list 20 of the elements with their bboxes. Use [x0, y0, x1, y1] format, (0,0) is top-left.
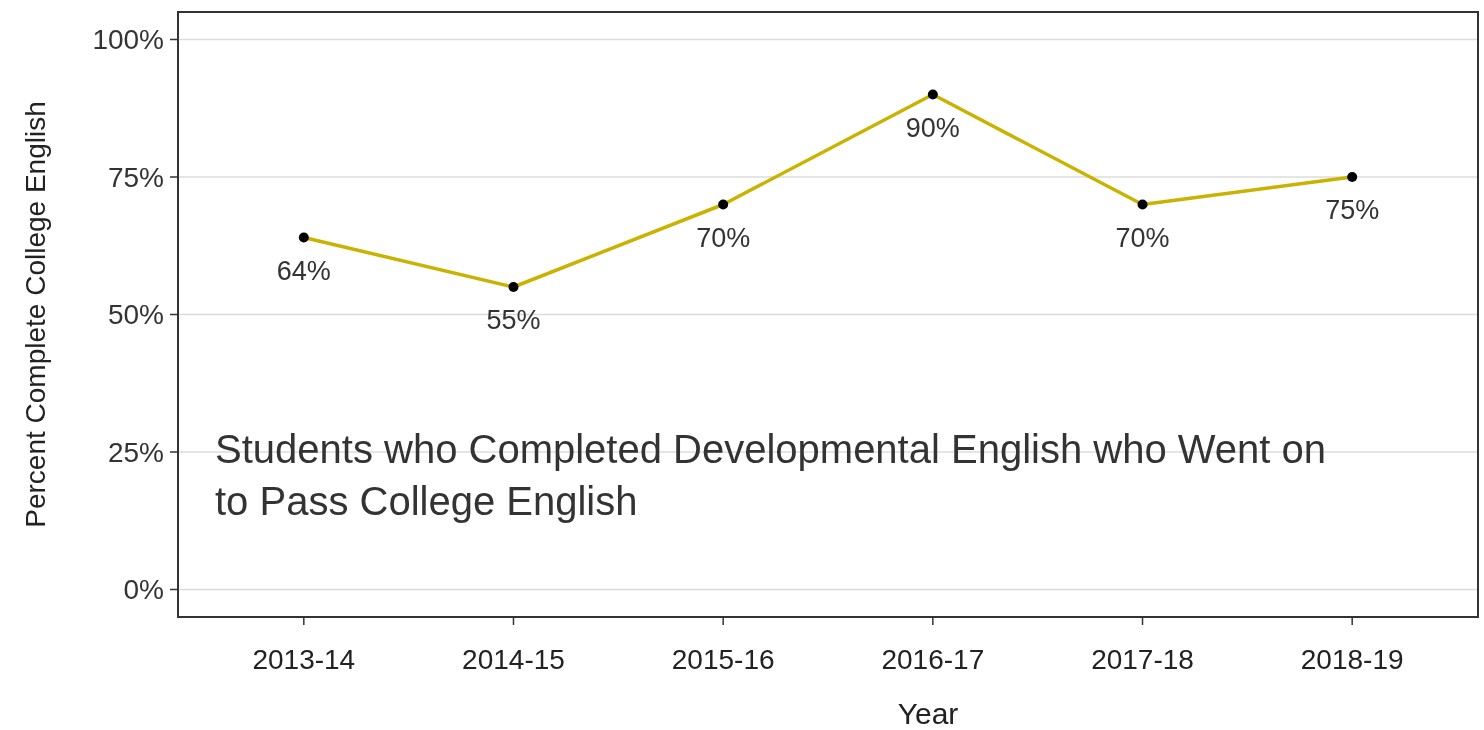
data-label: 70% [696, 222, 751, 253]
y-axis-title: Percent Complete College English [20, 101, 51, 528]
annotation: Students who Completed Developmental English who Went on to Pass College English [215, 427, 1327, 523]
data-label: 55% [486, 305, 541, 335]
y-tick-label: 75% [107, 161, 164, 193]
data-label: 90% [905, 112, 960, 143]
x-tick-label: 2018-19 [1300, 644, 1404, 675]
x-tick-label: 2013-14 [252, 644, 356, 675]
y-tick-label: 25% [107, 436, 164, 468]
data-label: 75% [1325, 195, 1380, 225]
y-tick-label: 100% [92, 24, 164, 56]
x-tick-label: 2014-15 [462, 644, 565, 675]
y-tick-label: 0% [123, 574, 164, 606]
x-axis-title: Year [897, 697, 959, 730]
x-tick-label: 2015-16 [671, 644, 775, 675]
data-label: 70% [1115, 222, 1170, 253]
x-tick-label: 2016-17 [881, 644, 985, 675]
data-label: 64% [276, 255, 331, 286]
y-tick-label: 50% [107, 299, 164, 331]
x-tick-label: 2017-18 [1091, 644, 1194, 675]
